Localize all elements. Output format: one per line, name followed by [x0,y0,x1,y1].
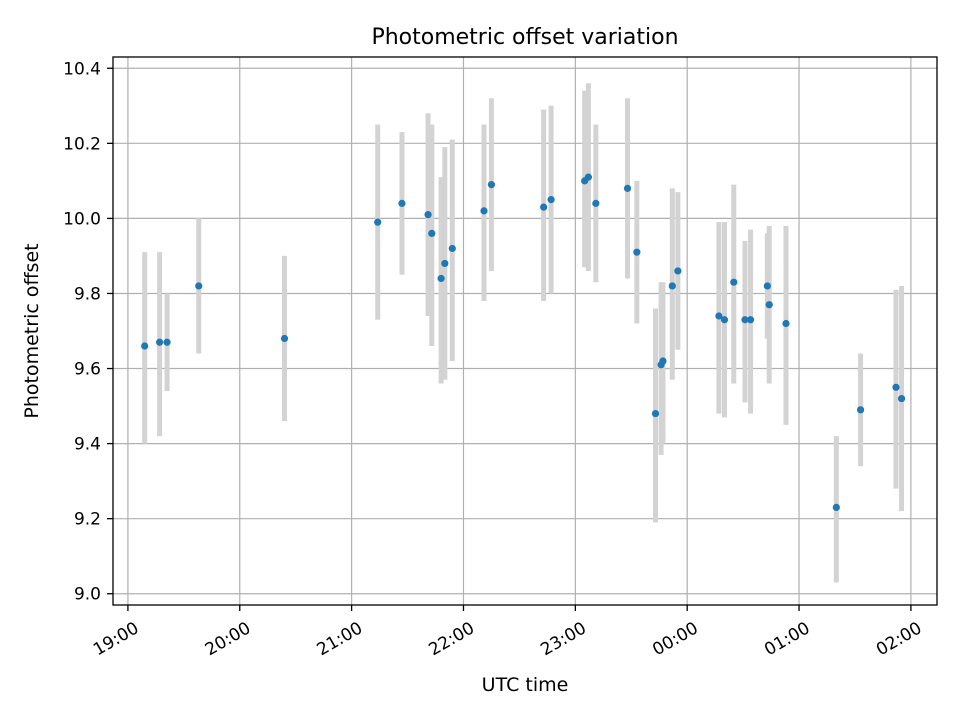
data-point [765,301,773,309]
data-point [623,184,632,192]
data-point [730,278,738,286]
data-point [763,282,771,290]
data-point [720,316,729,324]
data-point [674,267,682,275]
data-point [163,338,171,346]
data-point [480,207,488,215]
data-point [633,248,641,256]
data-point [547,196,555,204]
data-point [892,383,900,391]
data-point [398,199,406,207]
data-point [584,173,592,181]
data-point [487,181,496,189]
y-axis-label: Photometric offset [21,243,43,418]
y-axis-ticks: 9.0 9.2 9.4 9.6 9.8 10.0 10.2 10.4 [63,59,113,605]
data-point [437,274,445,283]
data-point [448,244,456,253]
data-point [746,316,755,324]
y-tick-label: 9.2 [74,510,101,530]
data-point [195,282,203,290]
x-axis-label: UTC time [482,674,569,696]
data-point [741,316,749,324]
data-point [156,338,164,346]
data-point [897,394,906,403]
data-point [856,406,865,414]
grid-layer [113,57,937,605]
data-point [668,282,676,290]
data-point [428,229,436,238]
data-point [592,199,600,207]
data-point [715,312,723,320]
data-point [651,409,660,418]
data-point [659,357,667,365]
data-point [782,319,790,328]
data-point [441,259,449,268]
data-point [832,503,840,512]
point-layer [141,173,906,512]
plot-frame [112,56,938,606]
y-tick-label: 10.4 [63,59,101,79]
y-tick-label: 10.0 [63,209,101,229]
y-tick-label: 10.2 [63,134,101,154]
y-tick-label: 9.6 [74,360,101,380]
data-point [280,334,289,343]
data-point [374,218,382,226]
data-point [540,203,548,211]
chart-title: Photometric offset variation [371,25,678,50]
y-tick-label: 9.4 [74,435,101,455]
y-tick-label: 9.8 [74,284,101,304]
y-tick-label: 9.0 [74,585,101,605]
data-point [141,342,149,350]
data-point [424,211,432,219]
